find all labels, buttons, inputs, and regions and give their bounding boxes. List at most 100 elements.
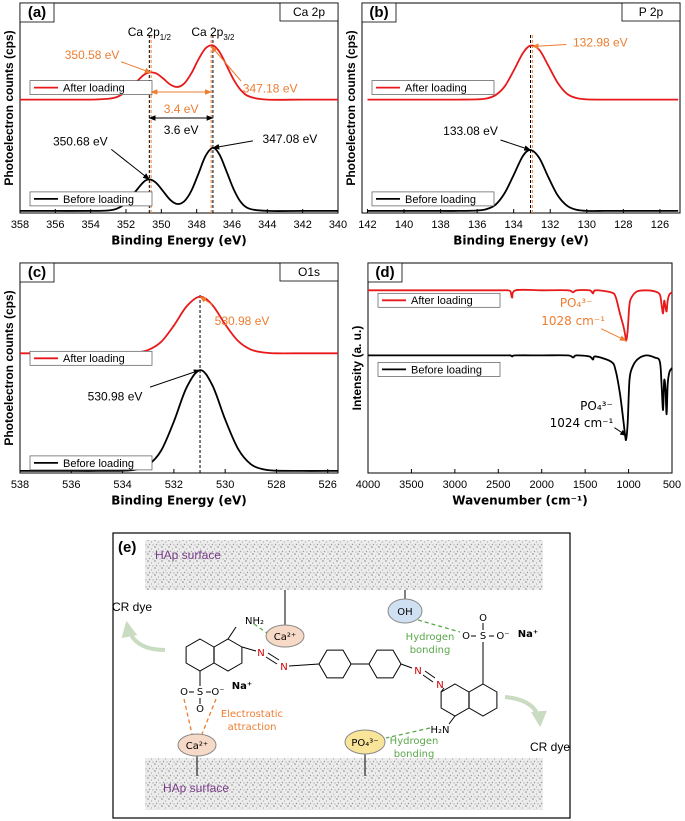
- plot-frame: [19, 262, 339, 474]
- ring: [213, 638, 243, 672]
- bond: [227, 626, 237, 640]
- x-tick-label: 3000: [443, 479, 467, 491]
- peak-name: Ca 2p1/2: [128, 25, 172, 41]
- atom-label: N: [436, 680, 443, 691]
- peak-label: 350.68 eV: [53, 135, 108, 149]
- x-tick-label: 530: [216, 479, 234, 491]
- peak-label: 347.08 eV: [263, 132, 318, 146]
- legend-label: After loading: [405, 83, 467, 95]
- y-axis-title: Intensity (a. u.): [350, 326, 364, 411]
- line-series: [367, 44, 679, 101]
- separation-label: 3.6 eV: [164, 123, 199, 137]
- group-label: NH₂: [245, 616, 264, 627]
- electrostatic-link: [201, 698, 217, 735]
- peak-label: 1028 cm⁻¹: [541, 314, 605, 328]
- interaction-label: Electrostatic: [221, 709, 283, 720]
- panel-label-box: [19, 262, 55, 283]
- hap-surface: [145, 758, 543, 810]
- panel-label: (a): [28, 4, 46, 21]
- x-tick-label: 140: [395, 219, 413, 231]
- peak-name-main: Ca 2p: [191, 25, 223, 39]
- legend-box: [377, 362, 501, 377]
- peak-name: Ca 2p3/2: [191, 25, 235, 41]
- atom-label: O⁻: [496, 631, 509, 642]
- x-tick-label: 2500: [486, 479, 510, 491]
- peak-arrow: [500, 139, 532, 151]
- panel-label: (d): [375, 264, 394, 281]
- hap-surface: [145, 540, 543, 590]
- surface-label: HAp surface: [163, 781, 229, 795]
- x-tick-label: 538: [11, 479, 29, 491]
- x-tick-label: 1500: [573, 479, 597, 491]
- y-axis-title: Photoelectron counts (cps): [2, 30, 16, 185]
- x-tick-label: 346: [223, 219, 241, 231]
- peak-arrow: [212, 140, 254, 150]
- x-tick-label: 340: [329, 219, 347, 231]
- box-label-frame: [621, 2, 681, 22]
- panel-label: (c): [28, 264, 46, 281]
- bond: [267, 652, 280, 661]
- peak-species: PO₄³⁻: [560, 296, 593, 310]
- peak-arrow: [600, 328, 627, 342]
- peak-label: 530.98 eV: [88, 389, 143, 403]
- x-tick-label: 344: [258, 219, 276, 231]
- dye-label: CR dye: [112, 600, 152, 614]
- x-tick-label: 4000: [356, 479, 380, 491]
- legend-label: Before loading: [63, 194, 134, 206]
- peak-arrow: [111, 149, 150, 180]
- x-tick-label: 142: [358, 219, 376, 231]
- interaction-label: bonding: [410, 645, 451, 656]
- interaction-label: Hydrogen: [390, 736, 439, 747]
- peak-label: 350.58 eV: [65, 48, 120, 62]
- x-tick-label: 534: [113, 479, 131, 491]
- ion-label: Ca²⁺: [186, 741, 208, 752]
- legend-box: [29, 455, 153, 471]
- atom-label: O: [196, 704, 204, 715]
- counter-ion: Na⁺: [518, 629, 538, 640]
- ring: [468, 683, 498, 717]
- x-axis-title: Binding Energy (eV): [111, 494, 247, 508]
- peak-label: 347.18 eV: [243, 81, 298, 95]
- panel-label-box: [361, 2, 397, 23]
- line-series: [20, 147, 339, 212]
- bond: [241, 646, 257, 652]
- legend-box: [29, 80, 153, 95]
- legend-label: Before loading: [405, 194, 476, 206]
- ring: [318, 649, 352, 679]
- atom-label: N: [257, 648, 264, 659]
- bond: [448, 715, 456, 725]
- x-axis-title: Binding Energy (eV): [111, 234, 247, 248]
- peak-label: 530.98 eV: [215, 314, 270, 328]
- x-tick-label: 128: [614, 219, 632, 231]
- curved-arrow: [121, 620, 166, 652]
- x-tick-label: 2000: [529, 479, 553, 491]
- hydrogen-bond: [417, 619, 461, 633]
- peak-species: PO₄³⁻: [580, 399, 613, 413]
- x-tick-label: 3500: [399, 479, 423, 491]
- x-tick-label: 348: [187, 219, 205, 231]
- legend-box: [377, 292, 501, 308]
- interaction-label: Hydrogen: [406, 632, 455, 643]
- box-label: Ca 2p: [293, 5, 325, 19]
- peak-label: 133.08 eV: [443, 124, 498, 138]
- interaction-label: attraction: [228, 722, 277, 733]
- group-label: H₂N: [430, 725, 449, 736]
- x-tick-label: 528: [267, 479, 285, 491]
- legend-box: [29, 191, 153, 207]
- x-tick-label: 536: [62, 479, 80, 491]
- atom-label: O: [479, 613, 487, 624]
- ion-ellipse: [344, 729, 386, 755]
- ion-label: PO₄³⁻: [351, 738, 378, 749]
- interaction-label: bonding: [394, 749, 435, 760]
- x-tick-label: 138: [431, 219, 449, 231]
- x-tick-label: 136: [468, 219, 486, 231]
- x-axis-title: Binding Energy (eV): [453, 234, 589, 248]
- plot-frame: [19, 2, 339, 214]
- legend-label: After loading: [63, 83, 125, 95]
- box-label: O1s: [298, 265, 320, 279]
- counter-ion: Na⁺: [232, 681, 252, 692]
- panel-label-box: [19, 2, 55, 23]
- x-tick-label: 526: [319, 479, 337, 491]
